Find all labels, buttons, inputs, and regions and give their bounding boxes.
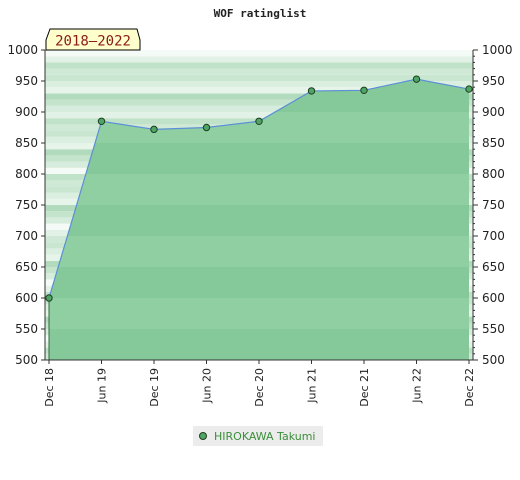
area-stripe [49,205,469,236]
y-tick-label-left: 850 [15,136,38,150]
legend-label: HIROKAWA Takumi [214,429,316,443]
y-tick-label-right: 800 [482,167,505,181]
data-point [150,125,158,134]
x-tick-label: Dec 18 [43,368,56,407]
x-tick-label: Jun 22 [411,368,424,404]
background-band [45,112,473,119]
y-tick-label-right: 600 [482,291,505,305]
year-range-label: 2018–2022 [55,34,131,50]
y-tick-label-right: 500 [482,353,505,367]
y-tick-label-right: 850 [482,136,505,150]
x-tick-label: Jun 19 [96,368,109,404]
y-tick-label-left: 550 [15,322,38,336]
y-tick-label-right: 900 [482,105,505,119]
background-band [45,93,473,100]
background-band [45,68,473,75]
data-point [255,117,263,126]
chart-title: WOF ratinglist [214,7,307,20]
x-tick-label: Dec 22 [463,368,476,407]
axes: 500 500 550 550 600 600 650 650 700 700 750 750 800 8… [7,43,512,407]
background-band [45,50,473,57]
x-tick-label: Dec 20 [253,368,266,407]
y-tick-label-left: 750 [15,198,38,212]
background-band [45,74,473,81]
legend-marker-icon [199,432,207,440]
y-tick-label-left: 500 [15,353,38,367]
area-stripe [49,329,469,360]
data-point [97,117,106,126]
background-band [45,62,473,69]
y-tick-label-left: 800 [15,167,38,181]
x-tick-label: Dec 19 [148,368,161,407]
x-tick-label: Dec 21 [358,368,371,407]
y-tick-label-right: 650 [482,260,505,274]
background-band [45,56,473,63]
area-stripe [49,143,469,174]
data-point [307,87,316,95]
y-tick-label-right: 700 [482,229,505,243]
background-band [45,87,473,94]
legend: HIROKAWA Takumi [193,426,324,446]
y-tick-label-left: 900 [15,105,38,119]
y-tick-label-left: 700 [15,229,38,243]
y-tick-label-right: 750 [482,198,505,212]
background-band [45,105,473,112]
y-tick-label-right: 1000 [482,43,513,57]
data-point [465,85,473,93]
x-tick-label: Jun 20 [201,368,214,404]
points-layer [45,75,473,302]
data-point [360,86,368,95]
y-tick-label-left: 650 [15,260,38,274]
y-tick-label-left: 950 [15,74,38,88]
data-point [202,123,211,132]
area-stripe [49,267,469,298]
background-band [45,99,473,106]
x-tick-label: Jun 21 [306,368,319,404]
y-tick-label-right: 950 [482,74,505,88]
year-range-badge: 2018–2022 [45,28,141,51]
data-point [412,75,421,83]
y-tick-label-left: 1000 [7,43,38,57]
y-tick-label-left: 600 [15,291,38,305]
y-tick-label-right: 550 [482,322,505,336]
data-point [45,294,53,302]
background-band [45,81,473,88]
